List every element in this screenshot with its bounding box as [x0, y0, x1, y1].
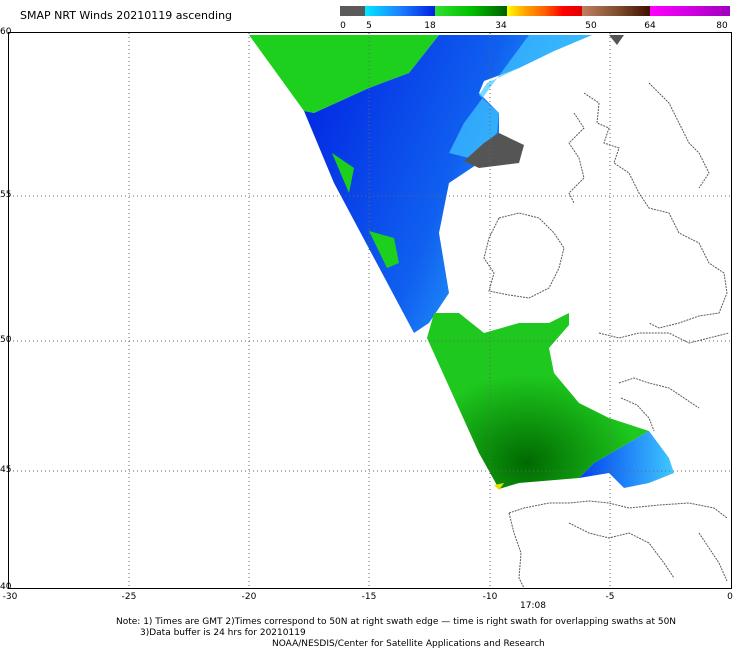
wind-map-svg: [9, 33, 731, 589]
graticule: [9, 33, 731, 588]
wind-swath-blue: [304, 35, 592, 333]
colorbar-label-80: 80: [716, 21, 728, 31]
colorbar-label-34: 34: [495, 21, 507, 31]
lon-label-0: 0: [727, 592, 733, 602]
colorbar-label-64: 64: [644, 21, 656, 31]
wind-swath-yellow: [494, 483, 504, 490]
colorbar-label-18: 18: [424, 21, 436, 31]
lon-label-neg20: -20: [241, 592, 257, 602]
lat-label-40: 40: [0, 582, 12, 592]
colorbar-label-0: 0: [340, 21, 346, 31]
wind-swath-green-bit-1: [332, 153, 354, 193]
wind-swath-north-green: [249, 35, 439, 113]
lat-label-55: 55: [0, 190, 12, 200]
wind-swath-calm-grey: [464, 133, 524, 168]
wind-swath-calm-grey-2: [609, 35, 624, 45]
lon-label-neg5: -5: [605, 592, 615, 602]
colorbar-label-50: 50: [585, 21, 597, 31]
wind-speed-colorbar: [340, 6, 730, 16]
note-line-2: 3)Data buffer is 24 hrs for 20210119: [140, 628, 306, 638]
lon-label-neg30: -30: [2, 592, 18, 602]
lat-label-45: 45: [0, 465, 12, 475]
map-plot-area: [8, 32, 732, 589]
swath-time-label: 17:08: [520, 601, 546, 611]
coastlines: [483, 82, 730, 589]
wind-swath-cyan: [449, 35, 592, 158]
wind-swath-south-green: [427, 313, 649, 489]
note-line-1: Note: 1) Times are GMT 2)Times correspon…: [116, 617, 677, 627]
lat-label-50: 50: [0, 335, 12, 345]
map-title: SMAP NRT Winds 20210119 ascending: [20, 9, 233, 22]
lat-label-60: 60: [0, 27, 12, 37]
wind-swath-green-bit-2: [369, 231, 399, 268]
note-line-3: NOAA/NESDIS/Center for Satellite Applica…: [272, 639, 545, 649]
colorbar-label-5: 5: [366, 21, 372, 31]
lon-label-neg25: -25: [121, 592, 137, 602]
wind-swath-south-blue: [579, 431, 674, 488]
lon-label-neg15: -15: [361, 592, 377, 602]
lon-label-neg10: -10: [482, 592, 498, 602]
